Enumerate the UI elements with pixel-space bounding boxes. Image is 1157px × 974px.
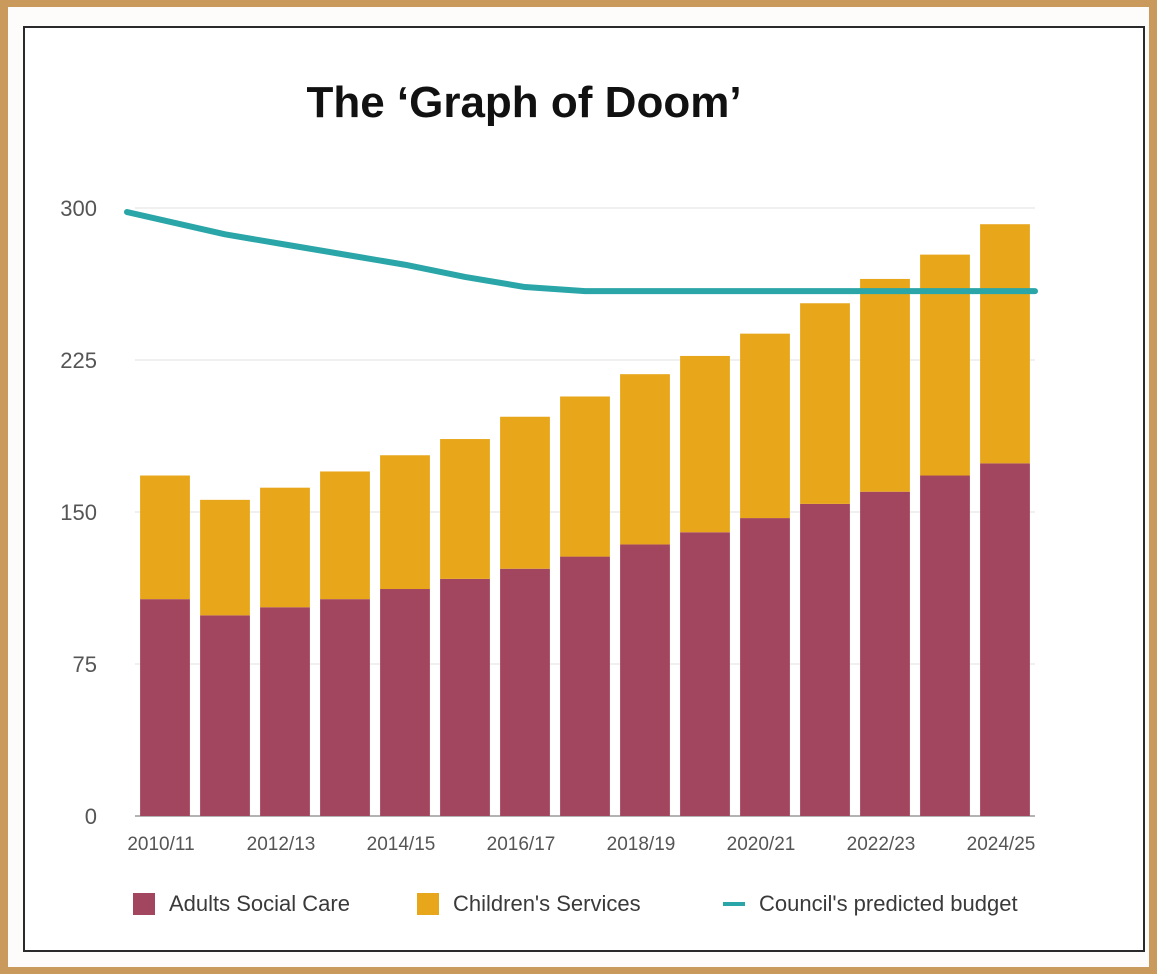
legend: Adults Social Care Children's Services Cou… <box>25 886 1143 926</box>
x-tick-label: 2010/11 <box>127 834 194 855</box>
bar-adults-social-care <box>860 491 910 816</box>
bar-adults-social-care <box>800 503 850 816</box>
budget-line-group <box>124 209 1038 295</box>
bar-children-s-services <box>680 355 730 533</box>
bar-adults-social-care <box>620 544 670 816</box>
legend-color-swatch <box>417 893 439 915</box>
legend-item: Council's predicted budget <box>723 886 1018 922</box>
bar-adults-social-care <box>440 578 490 816</box>
budget-line <box>124 209 1038 295</box>
bar-children-s-services <box>920 254 970 476</box>
bar-children-s-services <box>260 487 310 608</box>
chart-title: The ‘Graph of Doom’ <box>306 78 742 127</box>
bar-children-s-services <box>740 333 790 519</box>
bar-adults-social-care <box>200 615 250 816</box>
bar-children-s-services <box>560 396 610 557</box>
y-tick-label: 225 <box>60 348 97 373</box>
x-tick-label: 2020/21 <box>727 834 796 855</box>
y-tick-label: 150 <box>60 500 97 525</box>
bar-adults-social-care <box>980 463 1030 816</box>
bar-children-s-services <box>800 303 850 504</box>
legend-label: Council's predicted budget <box>759 891 1018 916</box>
legend-label: Children's Services <box>453 891 641 916</box>
bar-adults-social-care <box>320 599 370 816</box>
bar-children-s-services <box>620 374 670 545</box>
bar-adults-social-care <box>500 568 550 816</box>
x-tick-label: 2014/15 <box>367 834 436 855</box>
y-axis-ticks: 0 75 150 225 300 <box>60 196 97 829</box>
bar-children-s-services <box>140 475 190 600</box>
bar-children-s-services <box>860 278 910 492</box>
x-tick-label: 2012/13 <box>247 834 316 855</box>
legend-item: Adults Social Care <box>133 886 350 922</box>
bar-adults-social-care <box>380 589 430 816</box>
x-tick-label: 2022/23 <box>847 834 916 855</box>
bar-adults-social-care <box>740 518 790 816</box>
bar-adults-social-care <box>920 475 970 816</box>
bar-children-s-services <box>500 416 550 569</box>
x-tick-label: 2018/19 <box>607 834 676 855</box>
bar-adults-social-care <box>140 599 190 816</box>
y-tick-label: 75 <box>73 652 97 677</box>
legend-color-swatch <box>133 893 155 915</box>
y-tick-label: 0 <box>85 804 97 829</box>
legend-label: Adults Social Care <box>169 891 350 916</box>
bar-children-s-services <box>320 471 370 600</box>
bar-children-s-services <box>440 439 490 579</box>
bar-adults-social-care <box>560 556 610 816</box>
x-tick-label: 2016/17 <box>487 834 556 855</box>
y-tick-label: 300 <box>60 196 97 221</box>
chart-panel: The ‘Graph of Doom’ 0 75 150 225 300 2010/11… <box>23 26 1145 952</box>
bar-children-s-services <box>200 499 250 616</box>
bar-adults-social-care <box>260 607 310 816</box>
bar-children-s-services <box>980 224 1030 464</box>
x-axis-ticks: 2010/11 2012/13 2014/15 2016/17 2018/19 2020/… <box>127 834 1035 855</box>
bars <box>140 224 1030 816</box>
bar-adults-social-care <box>680 532 730 816</box>
image-frame: The ‘Graph of Doom’ 0 75 150 225 300 2010/11… <box>8 7 1149 967</box>
bar-children-s-services <box>380 455 430 590</box>
legend-item: Children's Services <box>417 886 641 922</box>
x-tick-label: 2024/25 <box>967 834 1036 855</box>
chart-plot: 0 75 150 225 300 2010/11 2012/13 2014/15 2016/1… <box>60 196 1038 855</box>
legend-line-swatch <box>723 902 745 906</box>
